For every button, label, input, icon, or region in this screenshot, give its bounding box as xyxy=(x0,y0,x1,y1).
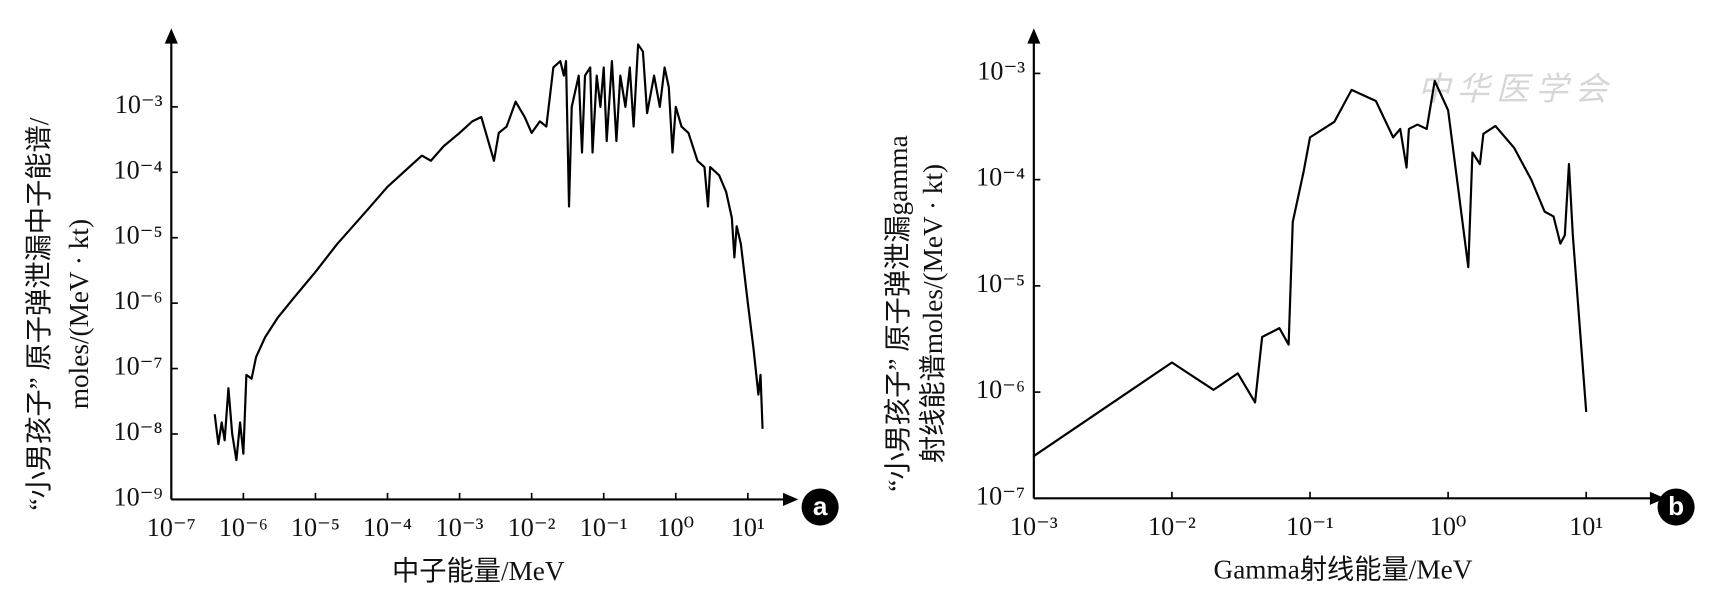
y-tick-label: 10⁻³ xyxy=(977,56,1025,85)
y-tick-label: 10⁻³ xyxy=(115,90,163,119)
y-tick-label: 10⁻⁷ xyxy=(113,352,162,381)
x-axis-arrow xyxy=(783,492,799,506)
x-tick-label: 10⁻² xyxy=(508,513,556,542)
x-tick-label: 10⁻⁵ xyxy=(291,513,340,542)
data-line xyxy=(213,43,764,462)
watermark: 中华医学会 xyxy=(1418,72,1614,108)
x-axis-arrow xyxy=(1649,491,1666,505)
data-line xyxy=(1033,79,1588,457)
y-tick-label: 10⁻⁶ xyxy=(113,286,162,315)
x-tick-label: 10⁻¹ xyxy=(580,513,628,542)
panel-label: a xyxy=(813,491,828,521)
y-axis-label: “小男孩子” 原子弹泄漏gamma xyxy=(883,135,913,491)
y-tick-label: 10⁻⁴ xyxy=(113,155,162,184)
y-tick-label: 10⁻⁵ xyxy=(113,221,162,250)
x-tick-label: 10¹ xyxy=(1569,512,1603,541)
panel-label: b xyxy=(1668,491,1684,521)
x-tick-label: 10⁻¹ xyxy=(1286,512,1334,541)
y-tick-label: 10⁻⁷ xyxy=(976,481,1025,510)
x-tick-label: 10⁻³ xyxy=(1010,512,1058,541)
x-tick-label: 10⁰ xyxy=(1430,512,1467,541)
x-tick-label: 10⁻³ xyxy=(436,513,484,542)
x-tick-label: 10⁻⁴ xyxy=(363,513,412,542)
panel-badge xyxy=(1657,488,1695,526)
y-axis-label: “小男孩子” 原子弹泄漏中子能谱/ xyxy=(24,117,54,510)
x-tick-label: 10⁻⁶ xyxy=(219,513,268,542)
y-tick-label: 10⁻⁹ xyxy=(113,482,162,511)
x-axis-label: Gamma射线能量/MeV xyxy=(1214,555,1473,585)
x-axis-label: 中子能量/MeV xyxy=(392,556,565,586)
y-tick-label: 10⁻⁵ xyxy=(976,269,1025,298)
x-tick-label: 10¹ xyxy=(731,513,765,542)
y-axis-arrow xyxy=(1027,28,1041,44)
y-tick-label: 10⁻⁶ xyxy=(976,375,1025,404)
y-tick-label: 10⁻⁴ xyxy=(976,163,1025,192)
panel-badge xyxy=(801,488,839,526)
y-axis-label: moles/(MeV · kt) xyxy=(64,219,94,409)
x-tick-label: 10⁻⁷ xyxy=(147,513,196,542)
y-axis-label: 射线能谱moles/(MeV · kt) xyxy=(918,164,948,463)
y-axis-arrow xyxy=(164,28,178,44)
y-tick-label: 10⁻⁸ xyxy=(113,417,162,446)
x-tick-label: 10⁰ xyxy=(657,513,694,542)
x-tick-label: 10⁻² xyxy=(1148,512,1196,541)
